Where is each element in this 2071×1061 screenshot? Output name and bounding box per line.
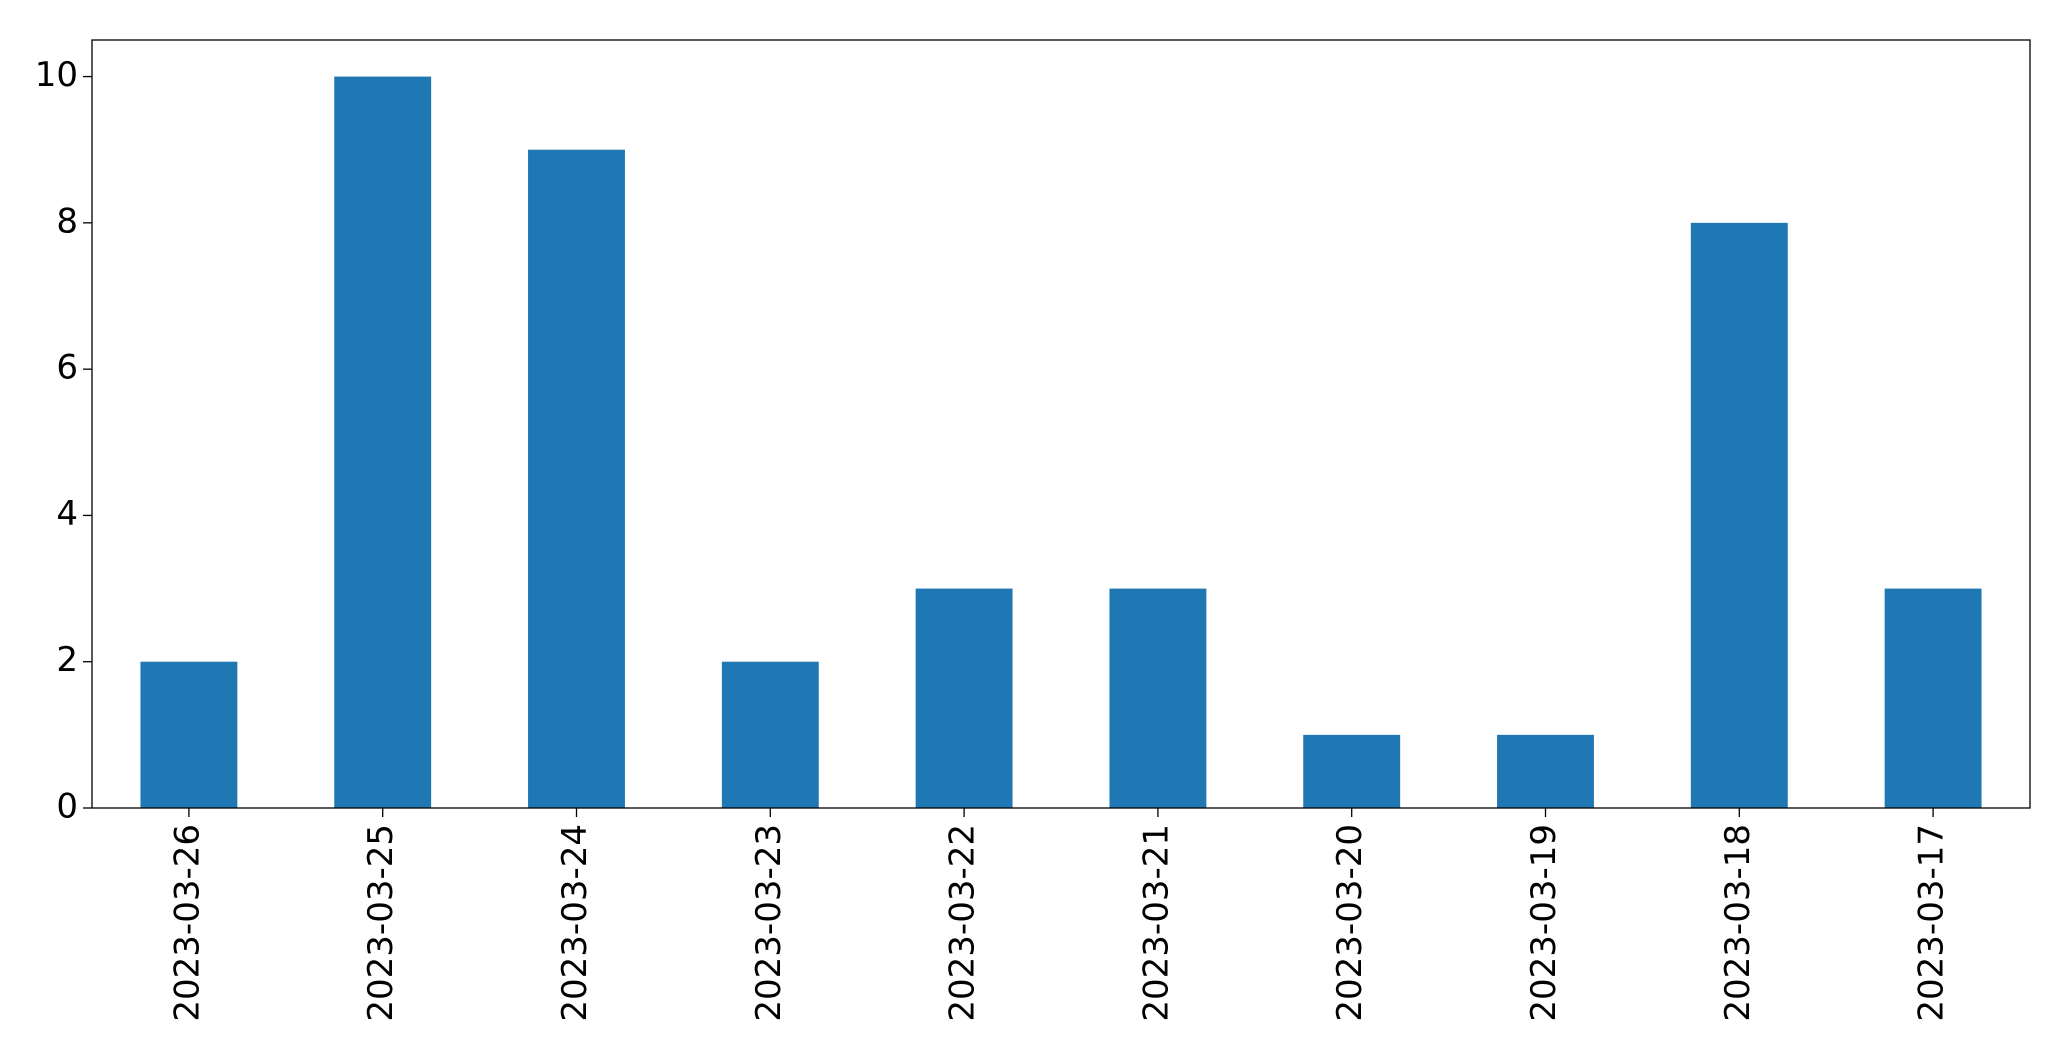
x-tick-label: 2023-03-22 bbox=[943, 824, 983, 1022]
y-tick-label: 8 bbox=[56, 201, 78, 241]
bar bbox=[915, 588, 1013, 808]
bar bbox=[1690, 222, 1788, 808]
x-tick-label: 2023-03-19 bbox=[1524, 824, 1564, 1022]
bar bbox=[1497, 734, 1594, 808]
y-tick-label: 6 bbox=[56, 348, 78, 388]
bar bbox=[1303, 734, 1401, 808]
plot-frame bbox=[91, 39, 2031, 809]
x-tick-label: 2023-03-20 bbox=[1330, 824, 1370, 1022]
x-tick-label: 2023-03-21 bbox=[1136, 824, 1176, 1022]
x-tick-label: 2023-03-25 bbox=[361, 824, 401, 1022]
y-tick-label: 0 bbox=[56, 787, 78, 827]
x-tick-label: 2023-03-18 bbox=[1718, 824, 1758, 1022]
bar bbox=[721, 661, 819, 808]
y-tick-label: 2 bbox=[56, 640, 78, 680]
bar bbox=[334, 76, 432, 809]
x-tick-label: 2023-03-23 bbox=[749, 824, 789, 1022]
bar bbox=[1109, 588, 1207, 808]
bar bbox=[1884, 588, 1982, 808]
bar bbox=[528, 149, 625, 808]
x-tick-label: 2023-03-17 bbox=[1912, 824, 1952, 1022]
bar bbox=[140, 661, 238, 808]
x-tick-label: 2023-03-24 bbox=[555, 824, 595, 1022]
y-tick-label: 4 bbox=[56, 494, 78, 534]
x-tick-label: 2023-03-26 bbox=[167, 824, 207, 1022]
y-tick-label: 10 bbox=[35, 55, 78, 95]
